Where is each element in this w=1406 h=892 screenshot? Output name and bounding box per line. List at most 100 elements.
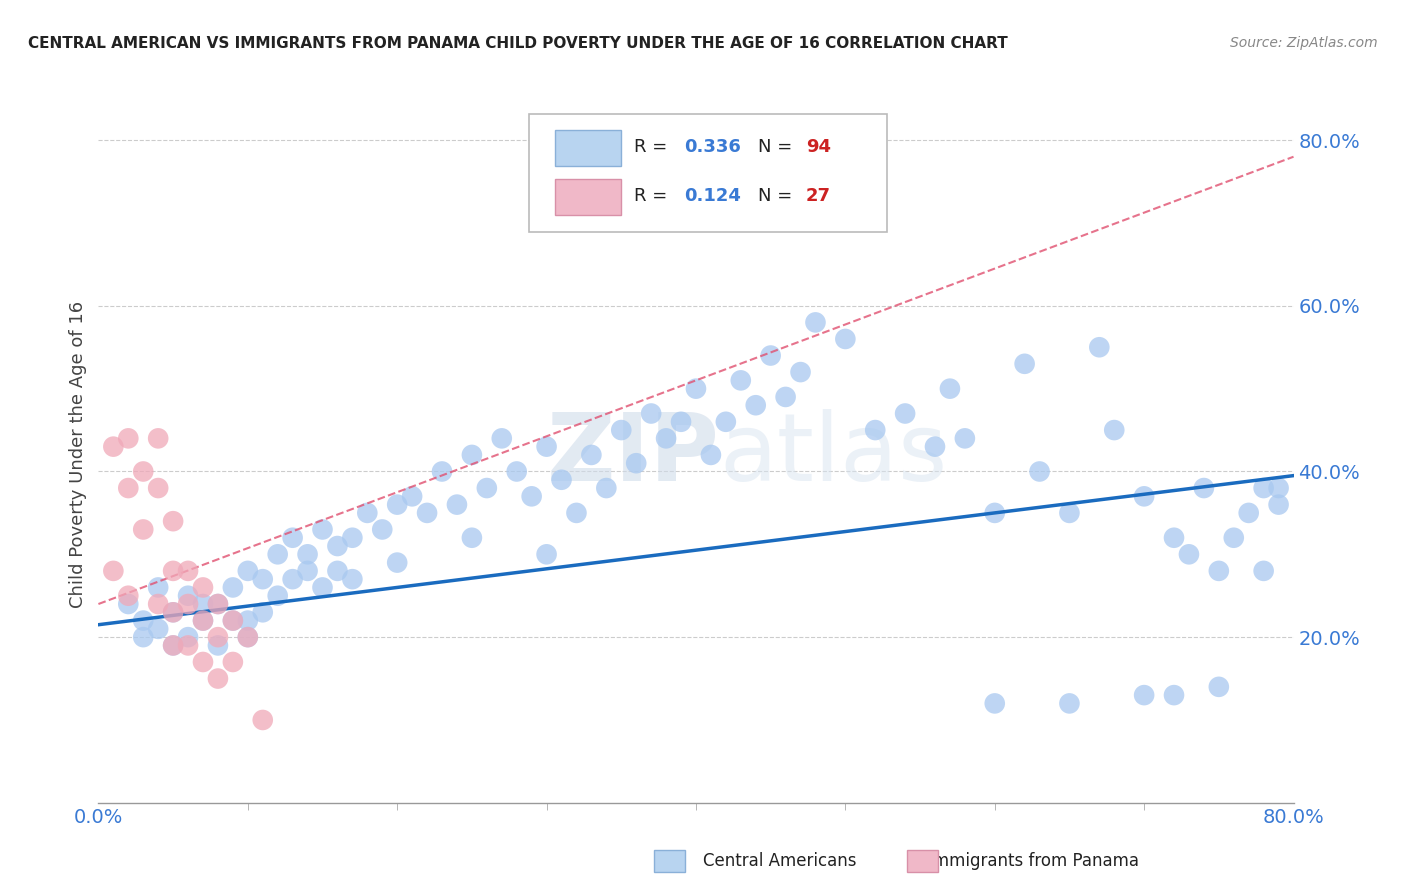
Point [148,481,170,495]
Text: CENTRAL AMERICAN VS IMMIGRANTS FROM PANAMA CHILD POVERTY UNDER THE AGE OF 16 COR: CENTRAL AMERICAN VS IMMIGRANTS FROM PANA… [28,36,1008,51]
Text: R =: R = [634,187,673,205]
Point [117,597,139,611]
Point [132,614,155,628]
Point [461,531,484,545]
Point [610,423,633,437]
Point [1253,564,1275,578]
Point [506,465,529,479]
Point [1163,531,1185,545]
Point [342,572,364,586]
Point [789,365,811,379]
Point [252,605,274,619]
Point [148,431,170,445]
Point [401,489,423,503]
Text: Central Americans: Central Americans [703,852,856,870]
Text: R =: R = [634,138,673,156]
Point [342,531,364,545]
Point [177,639,200,653]
Point [326,539,349,553]
Point [1192,481,1215,495]
Point [461,448,484,462]
Point [326,564,349,578]
Point [565,506,588,520]
Point [430,465,453,479]
Point [953,431,976,445]
Point [297,547,319,561]
Text: Immigrants from Panama: Immigrants from Panama [928,852,1139,870]
Point [520,489,543,503]
Text: ZIP: ZIP [547,409,720,501]
Point [103,564,125,578]
Text: Source: ZipAtlas.com: Source: ZipAtlas.com [1230,36,1378,50]
Point [446,498,468,512]
Point [1014,357,1036,371]
Point [1133,489,1156,503]
Point [1267,481,1289,495]
FancyBboxPatch shape [555,178,620,215]
Point [148,622,170,636]
Point [267,589,290,603]
Point [252,713,274,727]
Text: atlas: atlas [720,409,948,501]
Point [222,614,245,628]
Point [103,440,125,454]
Point [595,481,617,495]
Point [491,431,513,445]
Point [117,431,139,445]
Text: N =: N = [758,138,799,156]
Point [267,547,290,561]
Point [236,614,259,628]
Point [132,465,155,479]
Point [1237,506,1260,520]
Point [162,564,184,578]
Point [236,564,259,578]
Point [1088,340,1111,354]
Point [207,597,229,611]
Point [236,630,259,644]
Point [207,672,229,686]
Text: 94: 94 [806,138,831,156]
FancyBboxPatch shape [529,114,887,232]
Text: 27: 27 [806,187,831,205]
Point [177,630,200,644]
Point [1267,498,1289,512]
Point [714,415,737,429]
Point [1253,481,1275,495]
Point [1028,465,1050,479]
Point [475,481,498,495]
Point [207,597,229,611]
Point [162,514,184,528]
Text: 0.124: 0.124 [685,187,741,205]
Point [236,630,259,644]
Point [281,572,304,586]
Text: 0.336: 0.336 [685,138,741,156]
Point [385,498,409,512]
Point [148,597,170,611]
Point [356,506,378,520]
Point [984,506,1007,520]
Point [162,605,184,619]
Point [117,589,139,603]
Point [834,332,856,346]
Point [550,473,572,487]
Point [655,431,678,445]
Point [640,407,662,421]
Point [984,697,1007,711]
Point [416,506,439,520]
Point [804,315,827,329]
Point [191,655,214,669]
Point [162,639,184,653]
Point [1104,423,1126,437]
Point [1163,688,1185,702]
Point [759,349,782,363]
Point [626,456,648,470]
Point [132,523,155,537]
Text: N =: N = [758,187,799,205]
Point [700,448,723,462]
Point [939,382,962,396]
Point [745,398,768,412]
Point [1208,564,1230,578]
Point [162,639,184,653]
Point [1208,680,1230,694]
Point [1178,547,1201,561]
